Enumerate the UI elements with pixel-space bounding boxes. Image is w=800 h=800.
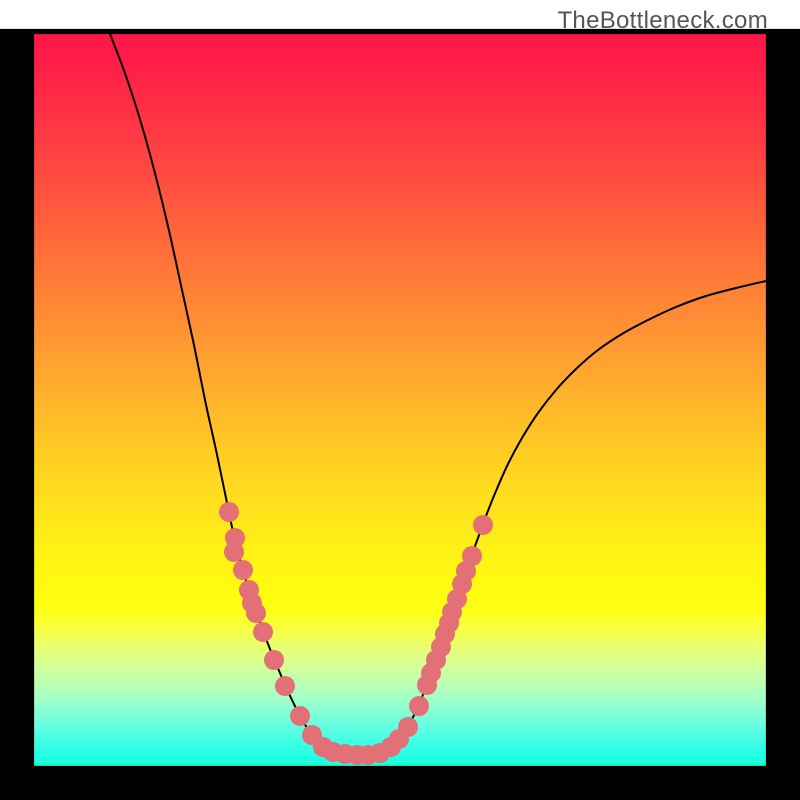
- frame-left: [0, 29, 34, 800]
- data-point: [398, 717, 418, 737]
- frame-bottom: [0, 766, 800, 800]
- data-point: [219, 502, 239, 522]
- data-point: [462, 546, 482, 566]
- chart-root: TheBottleneck.com: [0, 0, 800, 800]
- data-point: [253, 622, 273, 642]
- frame-right: [766, 29, 800, 800]
- data-point: [224, 542, 244, 562]
- data-point: [233, 560, 253, 580]
- data-point: [409, 696, 429, 716]
- plot-overlay: [0, 0, 800, 800]
- watermark-text: TheBottleneck.com: [557, 7, 768, 35]
- data-point: [473, 515, 493, 535]
- data-point: [290, 706, 310, 726]
- data-point: [264, 650, 284, 670]
- data-point: [275, 676, 295, 696]
- data-point: [246, 603, 266, 623]
